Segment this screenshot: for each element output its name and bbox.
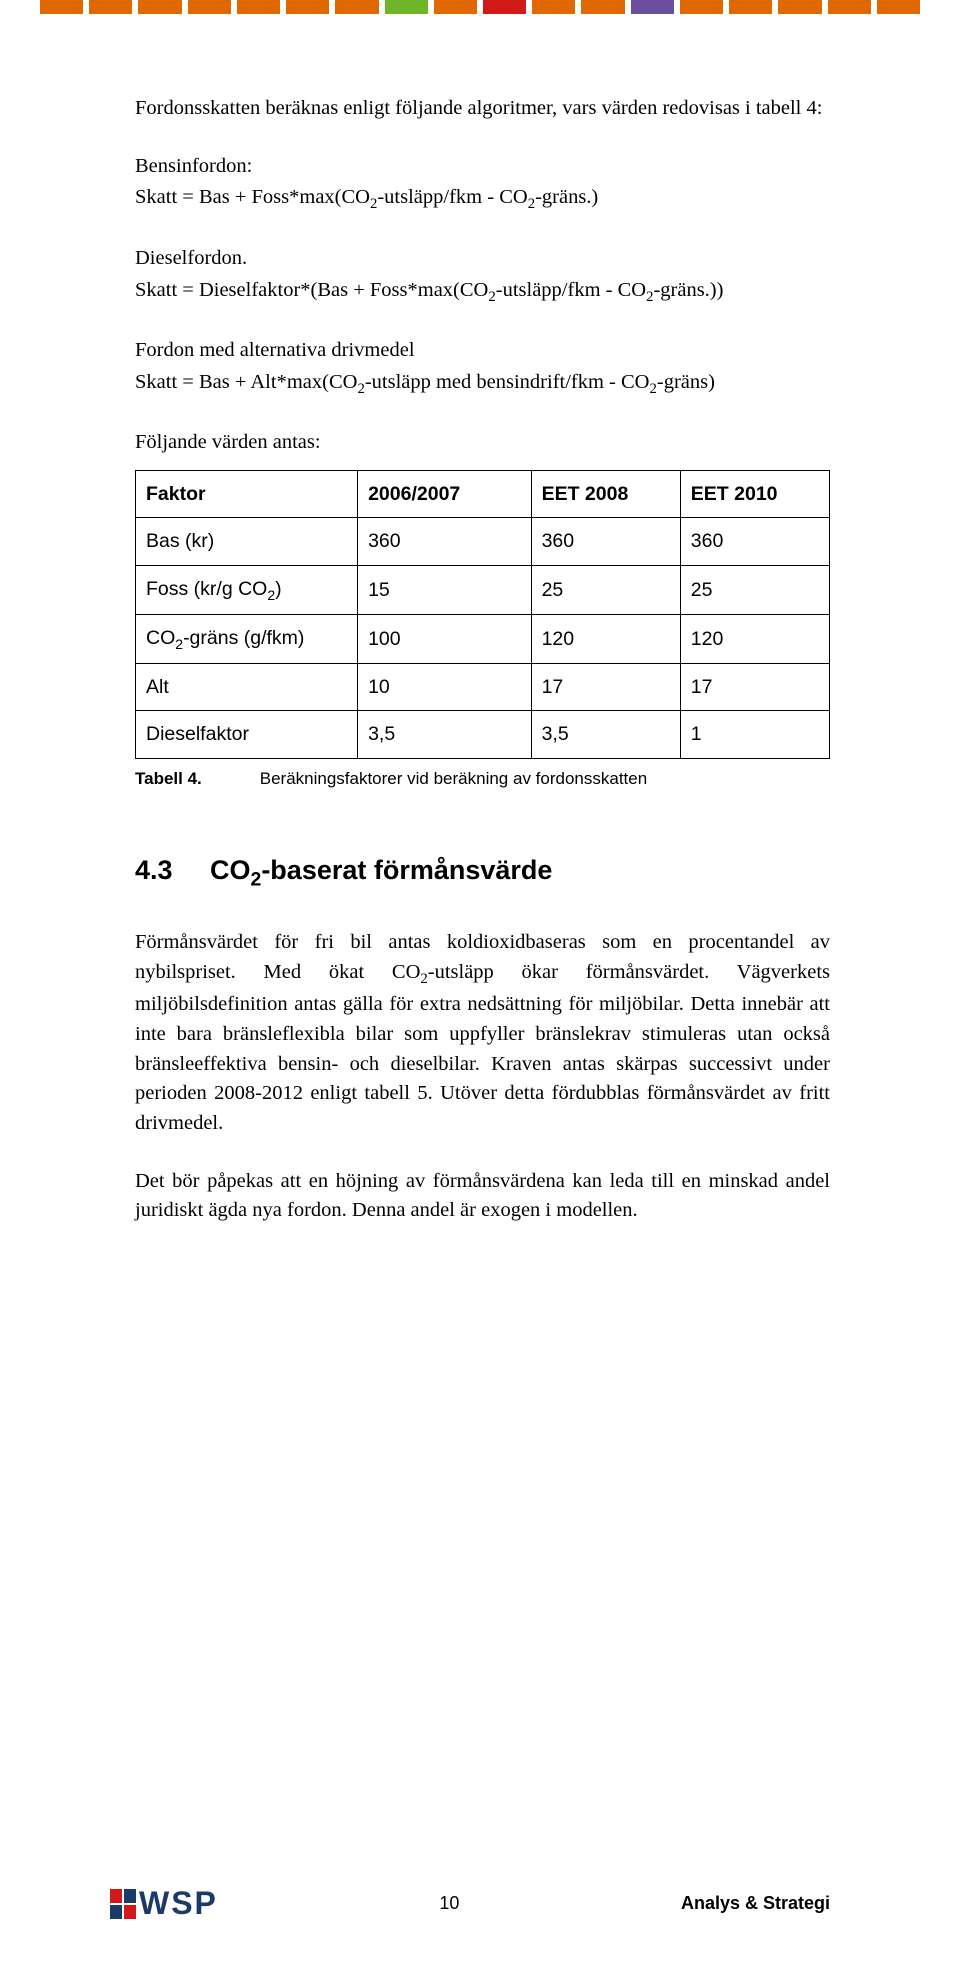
table-cell: Alt (136, 664, 358, 711)
formula-text: -gräns.) (535, 186, 598, 208)
table-cell: 10 (358, 664, 532, 711)
paragraph-formansvardet: Förmånsvärdet för fri bil antas koldioxi… (135, 928, 830, 1139)
table-header: 2006/2007 (358, 471, 532, 518)
formula-text: Skatt = Bas + Alt*max(CO (135, 371, 357, 393)
caption-label: Tabell 4. (135, 767, 255, 792)
formula-text: Skatt = Bas + Foss*max(CO (135, 186, 370, 208)
table-cell: Foss (kr/g CO2) (136, 565, 358, 614)
formula-bensinfordon: Skatt = Bas + Foss*max(CO 2-utsläpp/fkm -… (135, 183, 830, 216)
formula-text: -gräns.)) (653, 279, 723, 301)
heading-4-3: 4.3CO2-baserat förmånsvärde (135, 851, 830, 894)
heading-number: 4.3 (135, 851, 210, 890)
color-strip-segment (89, 0, 132, 14)
formula-text: Skatt = Dieselfaktor*(Bas + Foss*max(CO (135, 279, 488, 301)
header-color-strip (0, 0, 960, 14)
table-cell: 17 (531, 664, 680, 711)
subscript-2: 2 (488, 289, 495, 305)
color-strip-segment (286, 0, 329, 14)
table-caption: Tabell 4. Beräkningsfaktorer vid beräkni… (135, 767, 830, 792)
color-strip-segment (631, 0, 674, 14)
table-cell: 120 (680, 614, 829, 663)
table-cell: 360 (358, 518, 532, 565)
page-number: 10 (218, 1893, 681, 1914)
paragraph-values-intro: Följande värden antas: (135, 428, 830, 458)
table-cell: 3,5 (358, 711, 532, 758)
page-footer: WSP 10 Analys & Strategi (0, 1885, 960, 1922)
color-strip-segment (729, 0, 772, 14)
subscript-2: 2 (357, 381, 364, 397)
wsp-logo: WSP (110, 1885, 218, 1922)
table-row: CO2-gräns (g/fkm)100120120 (136, 614, 830, 663)
formula-text: -utsläpp/fkm - CO (377, 186, 527, 208)
footer-right-text: Analys & Strategi (681, 1893, 830, 1914)
table-header: Faktor (136, 471, 358, 518)
label-bensinfordon: Bensinfordon: (135, 152, 830, 182)
table-cell: 1 (680, 711, 829, 758)
table-cell: 360 (680, 518, 829, 565)
color-strip-segment (828, 0, 871, 14)
wsp-logo-icon (110, 1889, 136, 1919)
color-strip-segment (581, 0, 624, 14)
subscript-2: 2 (528, 197, 535, 213)
table-cell: Bas (kr) (136, 518, 358, 565)
table-cell: 100 (358, 614, 532, 663)
table-cell: 360 (531, 518, 680, 565)
formula-text: -utsläpp/fkm - CO (496, 279, 646, 301)
formula-text: -gräns) (657, 371, 715, 393)
caption-text: Beräkningsfaktorer vid beräkning av ford… (260, 769, 647, 788)
table-row: Foss (kr/g CO2)152525 (136, 565, 830, 614)
color-strip-segment (483, 0, 526, 14)
formula-alternativa: Skatt = Bas + Alt*max(CO2-utsläpp med be… (135, 368, 830, 401)
formula-text: -utsläpp med bensindrift/fkm - CO (365, 371, 650, 393)
table-cell: CO2-gräns (g/fkm) (136, 614, 358, 663)
heading-text: -baserat förmånsvärde (261, 855, 552, 885)
table-cell: 17 (680, 664, 829, 711)
formula-dieselfordon: Skatt = Dieselfaktor*(Bas + Foss*max(CO2… (135, 276, 830, 309)
table-cell: 15 (358, 565, 532, 614)
table-row: Dieselfaktor3,53,51 (136, 711, 830, 758)
table-header: EET 2010 (680, 471, 829, 518)
color-strip-segment (335, 0, 378, 14)
document-body: Fordonsskatten beräknas enligt följande … (0, 94, 960, 1226)
color-strip-segment (40, 0, 83, 14)
table-cell: 120 (531, 614, 680, 663)
paragraph-intro: Fordonsskatten beräknas enligt följande … (135, 94, 830, 124)
color-strip-segment (188, 0, 231, 14)
heading-text: CO (210, 855, 251, 885)
table-row: Alt101717 (136, 664, 830, 711)
paragraph-note: Det bör påpekas att en höjning av förmån… (135, 1167, 830, 1226)
label-alternativa: Fordon med alternativa drivmedel (135, 336, 830, 366)
table-faktorer: Faktor2006/2007EET 2008EET 2010 Bas (kr)… (135, 470, 830, 759)
color-strip-segment (877, 0, 920, 14)
table-cell: Dieselfaktor (136, 711, 358, 758)
color-strip-segment (434, 0, 477, 14)
subscript-2: 2 (251, 869, 262, 891)
color-strip-segment (778, 0, 821, 14)
color-strip-segment (385, 0, 428, 14)
subscript-2: 2 (650, 381, 657, 397)
table-cell: 25 (680, 565, 829, 614)
wsp-logo-text: WSP (139, 1885, 218, 1922)
table-row: Bas (kr)360360360 (136, 518, 830, 565)
color-strip-segment (532, 0, 575, 14)
table-header: EET 2008 (531, 471, 680, 518)
color-strip-segment (680, 0, 723, 14)
color-strip-segment (237, 0, 280, 14)
label-dieselfordon: Dieselfordon. (135, 244, 830, 274)
table-cell: 3,5 (531, 711, 680, 758)
table-cell: 25 (531, 565, 680, 614)
color-strip-segment (138, 0, 181, 14)
